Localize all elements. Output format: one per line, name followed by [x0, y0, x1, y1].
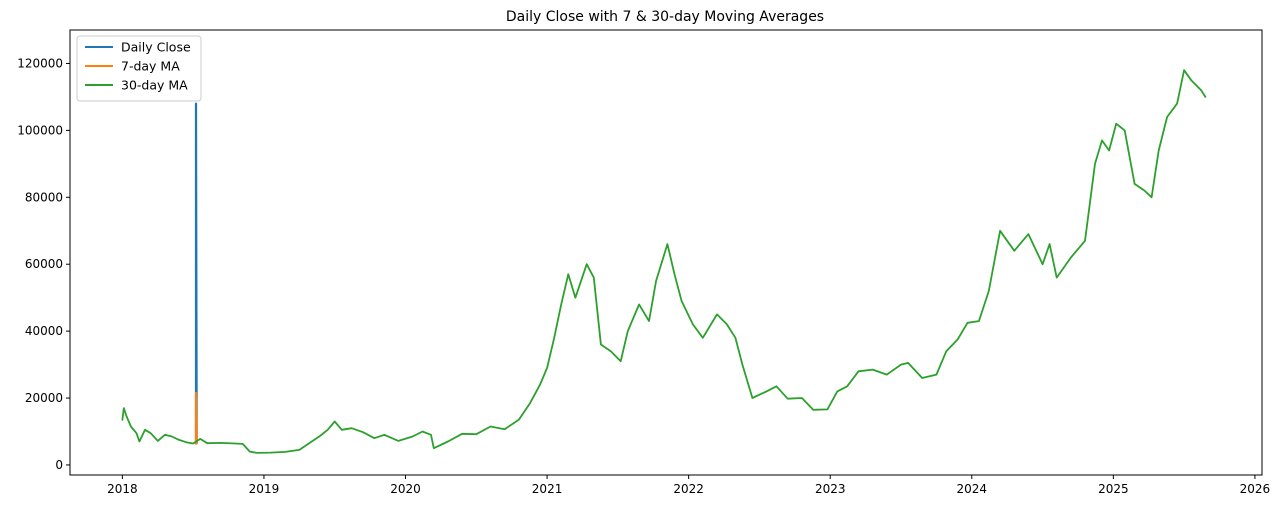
legend: Daily Close 7-day MA 30-day MA	[76, 35, 202, 102]
legend-label: 30-day MA	[121, 78, 188, 93]
y-tick-label: 0	[55, 458, 63, 472]
legend-label: Daily Close	[121, 40, 191, 55]
x-axis: 2018 2019 2020 2021 2022 2023 2024 2025 2026	[107, 475, 1270, 496]
x-tick-label: 2019	[249, 482, 280, 496]
x-tick-label: 2018	[107, 482, 138, 496]
x-tick-label: 2021	[532, 482, 563, 496]
legend-label: 7-day MA	[121, 59, 180, 74]
plot-area	[121, 69, 1207, 454]
series-line-30-day-ma	[121, 69, 1207, 454]
x-tick-label: 2020	[390, 482, 421, 496]
chart-title: Daily Close with 7 & 30-day Moving Avera…	[506, 9, 824, 25]
series-line-7-day-ma	[194, 391, 198, 445]
x-tick-label: 2026	[1240, 482, 1271, 496]
series-line-daily-close	[194, 102, 198, 445]
y-tick-label: 100000	[17, 123, 63, 137]
x-tick-label: 2023	[815, 482, 846, 496]
y-tick-label: 80000	[25, 190, 63, 204]
plot-frame	[69, 29, 1263, 476]
y-tick-label: 20000	[25, 391, 63, 405]
x-tick-label: 2024	[957, 482, 988, 496]
y-tick-label: 40000	[25, 324, 63, 338]
y-axis: 0 20000 40000 60000 80000 100000 120000	[17, 56, 70, 472]
x-tick-label: 2025	[1098, 482, 1129, 496]
y-tick-label: 60000	[25, 257, 63, 271]
x-tick-label: 2022	[673, 482, 704, 496]
y-tick-label: 120000	[17, 56, 63, 70]
